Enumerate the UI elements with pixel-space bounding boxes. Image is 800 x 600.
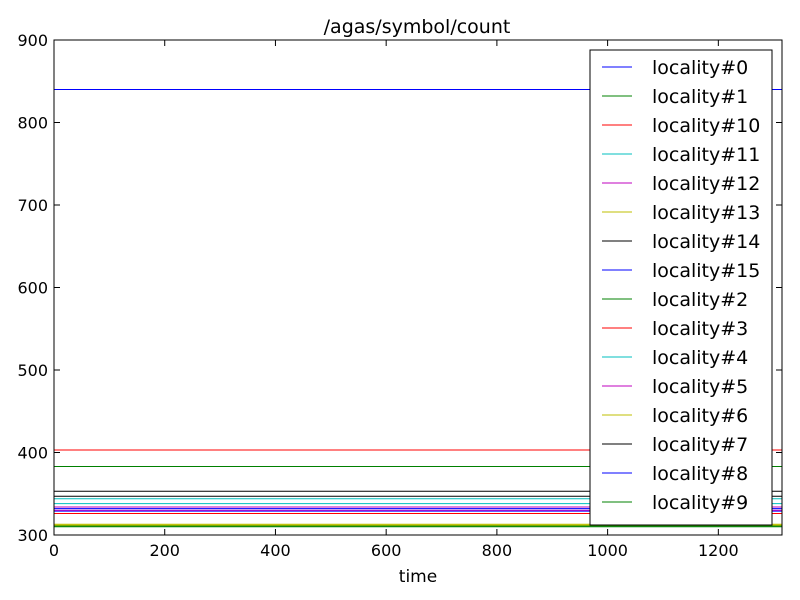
legend-label: locality#15	[652, 260, 760, 282]
legend-label: locality#14	[652, 231, 760, 253]
y-tick-label: 600	[17, 279, 48, 298]
x-tick-label: 0	[49, 541, 59, 560]
y-tick-label: 500	[17, 361, 48, 380]
legend-label: locality#0	[652, 57, 748, 79]
legend-label: locality#10	[652, 115, 760, 137]
legend-label: locality#4	[652, 347, 748, 369]
legend-box	[589, 49, 773, 526]
legend-label: locality#13	[652, 202, 760, 224]
chart-title: /agas/symbol/count	[324, 16, 511, 38]
y-tick-label: 800	[17, 114, 48, 133]
y-tick-label: 900	[17, 31, 48, 50]
legend-label: locality#3	[652, 318, 748, 340]
legend: locality#0 locality#1 locality#10 locality#…	[589, 49, 773, 526]
ticks-layer: 0 200 400 600 800 1000 1200 300 400 500 600 700 800 9…	[17, 31, 782, 560]
y-tick-label: 300	[17, 526, 48, 545]
x-axis-label: time	[399, 567, 437, 587]
legend-label: locality#2	[652, 289, 748, 311]
x-tick-label: 200	[149, 541, 180, 560]
y-tick-label: 700	[17, 196, 48, 215]
legend-label: locality#12	[652, 173, 760, 195]
legend-label: locality#8	[652, 463, 748, 485]
legend-label: locality#7	[652, 434, 748, 456]
plot-frame	[53, 39, 783, 536]
legend-label: locality#9	[652, 492, 748, 514]
x-tick-label: 1200	[698, 541, 739, 560]
x-tick-label: 400	[260, 541, 291, 560]
x-tick-label: 600	[371, 541, 402, 560]
legend-label: locality#5	[652, 376, 748, 398]
legend-label: locality#1	[652, 86, 748, 108]
x-tick-label: 1000	[587, 541, 628, 560]
x-tick-label: 800	[482, 541, 513, 560]
y-tick-label: 400	[17, 444, 48, 463]
legend-label: locality#11	[652, 144, 760, 166]
legend-label: locality#6	[652, 405, 748, 427]
